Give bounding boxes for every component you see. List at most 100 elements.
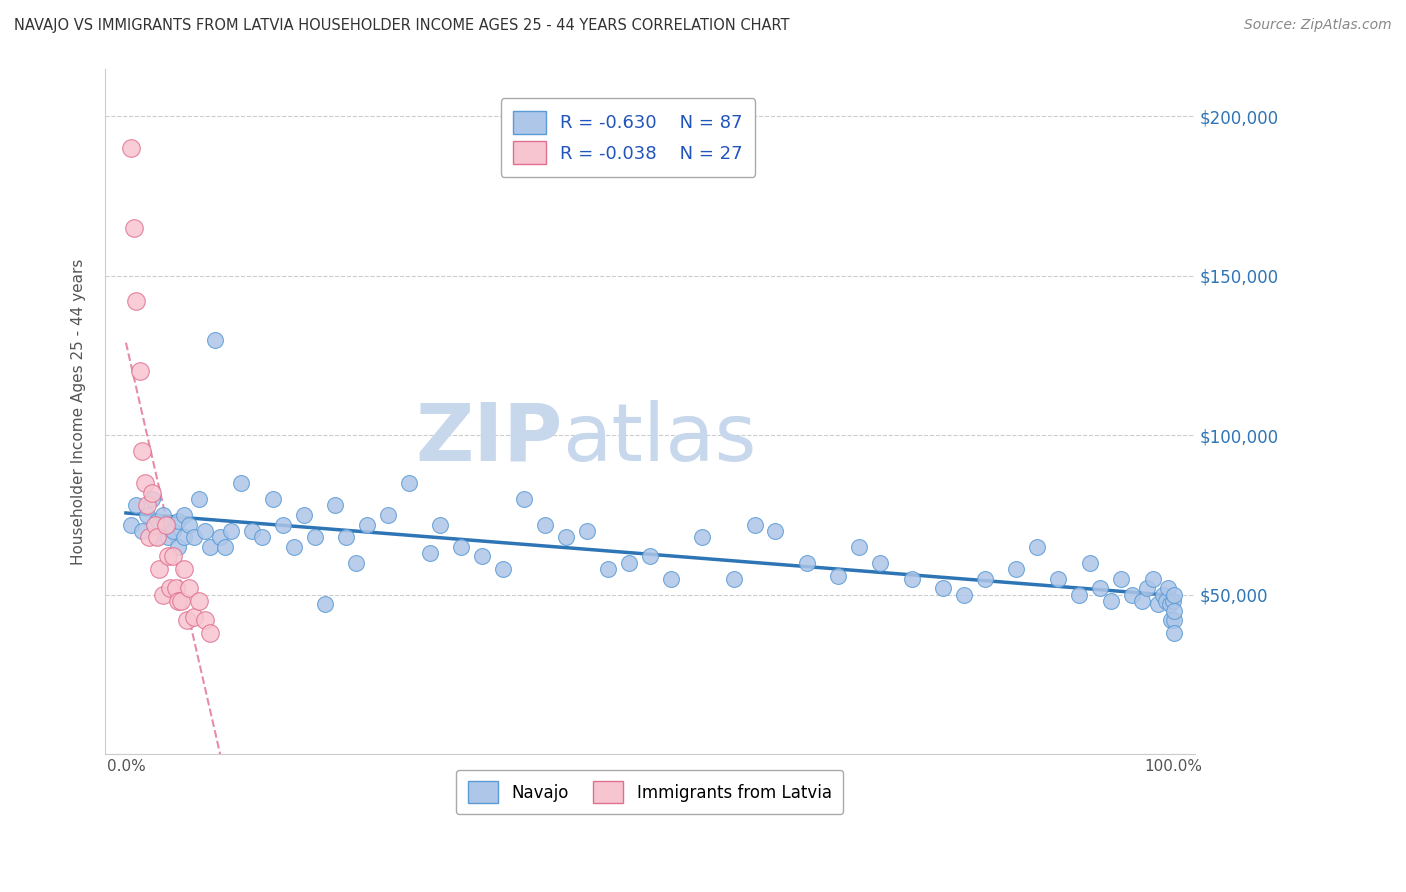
Point [953, 588, 976, 602]
Point [1136, 582, 1159, 596]
Y-axis label: Householder Income Ages 25 - 44 years: Householder Income Ages 25 - 44 years [72, 258, 86, 565]
Point [325, 499, 347, 513]
Point [183, 530, 205, 544]
Point [900, 572, 922, 586]
Point [1099, 594, 1122, 608]
Point [231, 476, 253, 491]
Point [398, 476, 420, 491]
Point [167, 594, 190, 608]
Point [1147, 597, 1170, 611]
Point [120, 517, 142, 532]
Point [138, 530, 160, 544]
Point [134, 476, 156, 491]
Point [146, 515, 169, 529]
Point [596, 562, 619, 576]
Point [204, 333, 226, 347]
Point [125, 294, 148, 309]
Point [1090, 582, 1112, 596]
Point [188, 594, 211, 608]
Point [1163, 604, 1185, 618]
Point [513, 491, 536, 506]
Point [765, 524, 787, 538]
Point [659, 572, 682, 586]
Point [1047, 572, 1070, 586]
Point [1142, 572, 1164, 586]
Point [183, 610, 205, 624]
Point [617, 556, 640, 570]
Point [143, 517, 166, 532]
Point [471, 549, 494, 564]
Point [159, 582, 181, 596]
Point [932, 582, 955, 596]
Point [152, 588, 174, 602]
Point [188, 491, 211, 506]
Point [193, 524, 215, 538]
Point [419, 546, 441, 560]
Point [167, 515, 190, 529]
Point [827, 568, 849, 582]
Point [1130, 594, 1153, 608]
Point [1160, 613, 1182, 627]
Point [262, 491, 284, 506]
Point [156, 549, 179, 564]
Point [271, 517, 294, 532]
Point [148, 562, 170, 576]
Point [198, 540, 221, 554]
Point [124, 221, 146, 235]
Point [534, 517, 557, 532]
Point [128, 364, 150, 378]
Point [198, 626, 221, 640]
Point [292, 508, 315, 522]
Point [146, 530, 169, 544]
Point [1078, 556, 1101, 570]
Point [638, 549, 661, 564]
Point [250, 530, 273, 544]
Text: ZIP: ZIP [415, 400, 562, 478]
Point [156, 517, 179, 532]
Point [304, 530, 326, 544]
Point [141, 485, 163, 500]
Point [173, 508, 195, 522]
Point [1163, 588, 1185, 602]
Point [152, 508, 174, 522]
Point [1121, 588, 1143, 602]
Point [209, 530, 232, 544]
Point [1157, 582, 1180, 596]
Point [869, 556, 891, 570]
Point [796, 556, 818, 570]
Point [974, 572, 997, 586]
Point [492, 562, 515, 576]
Point [146, 530, 169, 544]
Point [135, 499, 157, 513]
Point [173, 562, 195, 576]
Point [170, 594, 193, 608]
Point [1069, 588, 1091, 602]
Point [177, 582, 200, 596]
Point [240, 524, 263, 538]
Text: NAVAJO VS IMMIGRANTS FROM LATVIA HOUSEHOLDER INCOME AGES 25 - 44 YEARS CORRELATI: NAVAJO VS IMMIGRANTS FROM LATVIA HOUSEHO… [14, 18, 790, 33]
Legend: Navajo, Immigrants from Latvia: Navajo, Immigrants from Latvia [456, 770, 844, 814]
Point [377, 508, 399, 522]
Point [1163, 626, 1185, 640]
Point [173, 530, 195, 544]
Point [1163, 613, 1185, 627]
Point [219, 524, 242, 538]
Point [723, 572, 745, 586]
Point [346, 556, 368, 570]
Point [214, 540, 236, 554]
Point [450, 540, 472, 554]
Point [429, 517, 451, 532]
Point [848, 540, 870, 554]
Point [131, 444, 153, 458]
Point [1109, 572, 1132, 586]
Point [193, 613, 215, 627]
Point [120, 141, 142, 155]
Point [155, 517, 177, 532]
Point [356, 517, 378, 532]
Point [1159, 597, 1181, 611]
Point [125, 499, 148, 513]
Point [575, 524, 598, 538]
Point [555, 530, 578, 544]
Point [1161, 594, 1184, 608]
Point [1005, 562, 1028, 576]
